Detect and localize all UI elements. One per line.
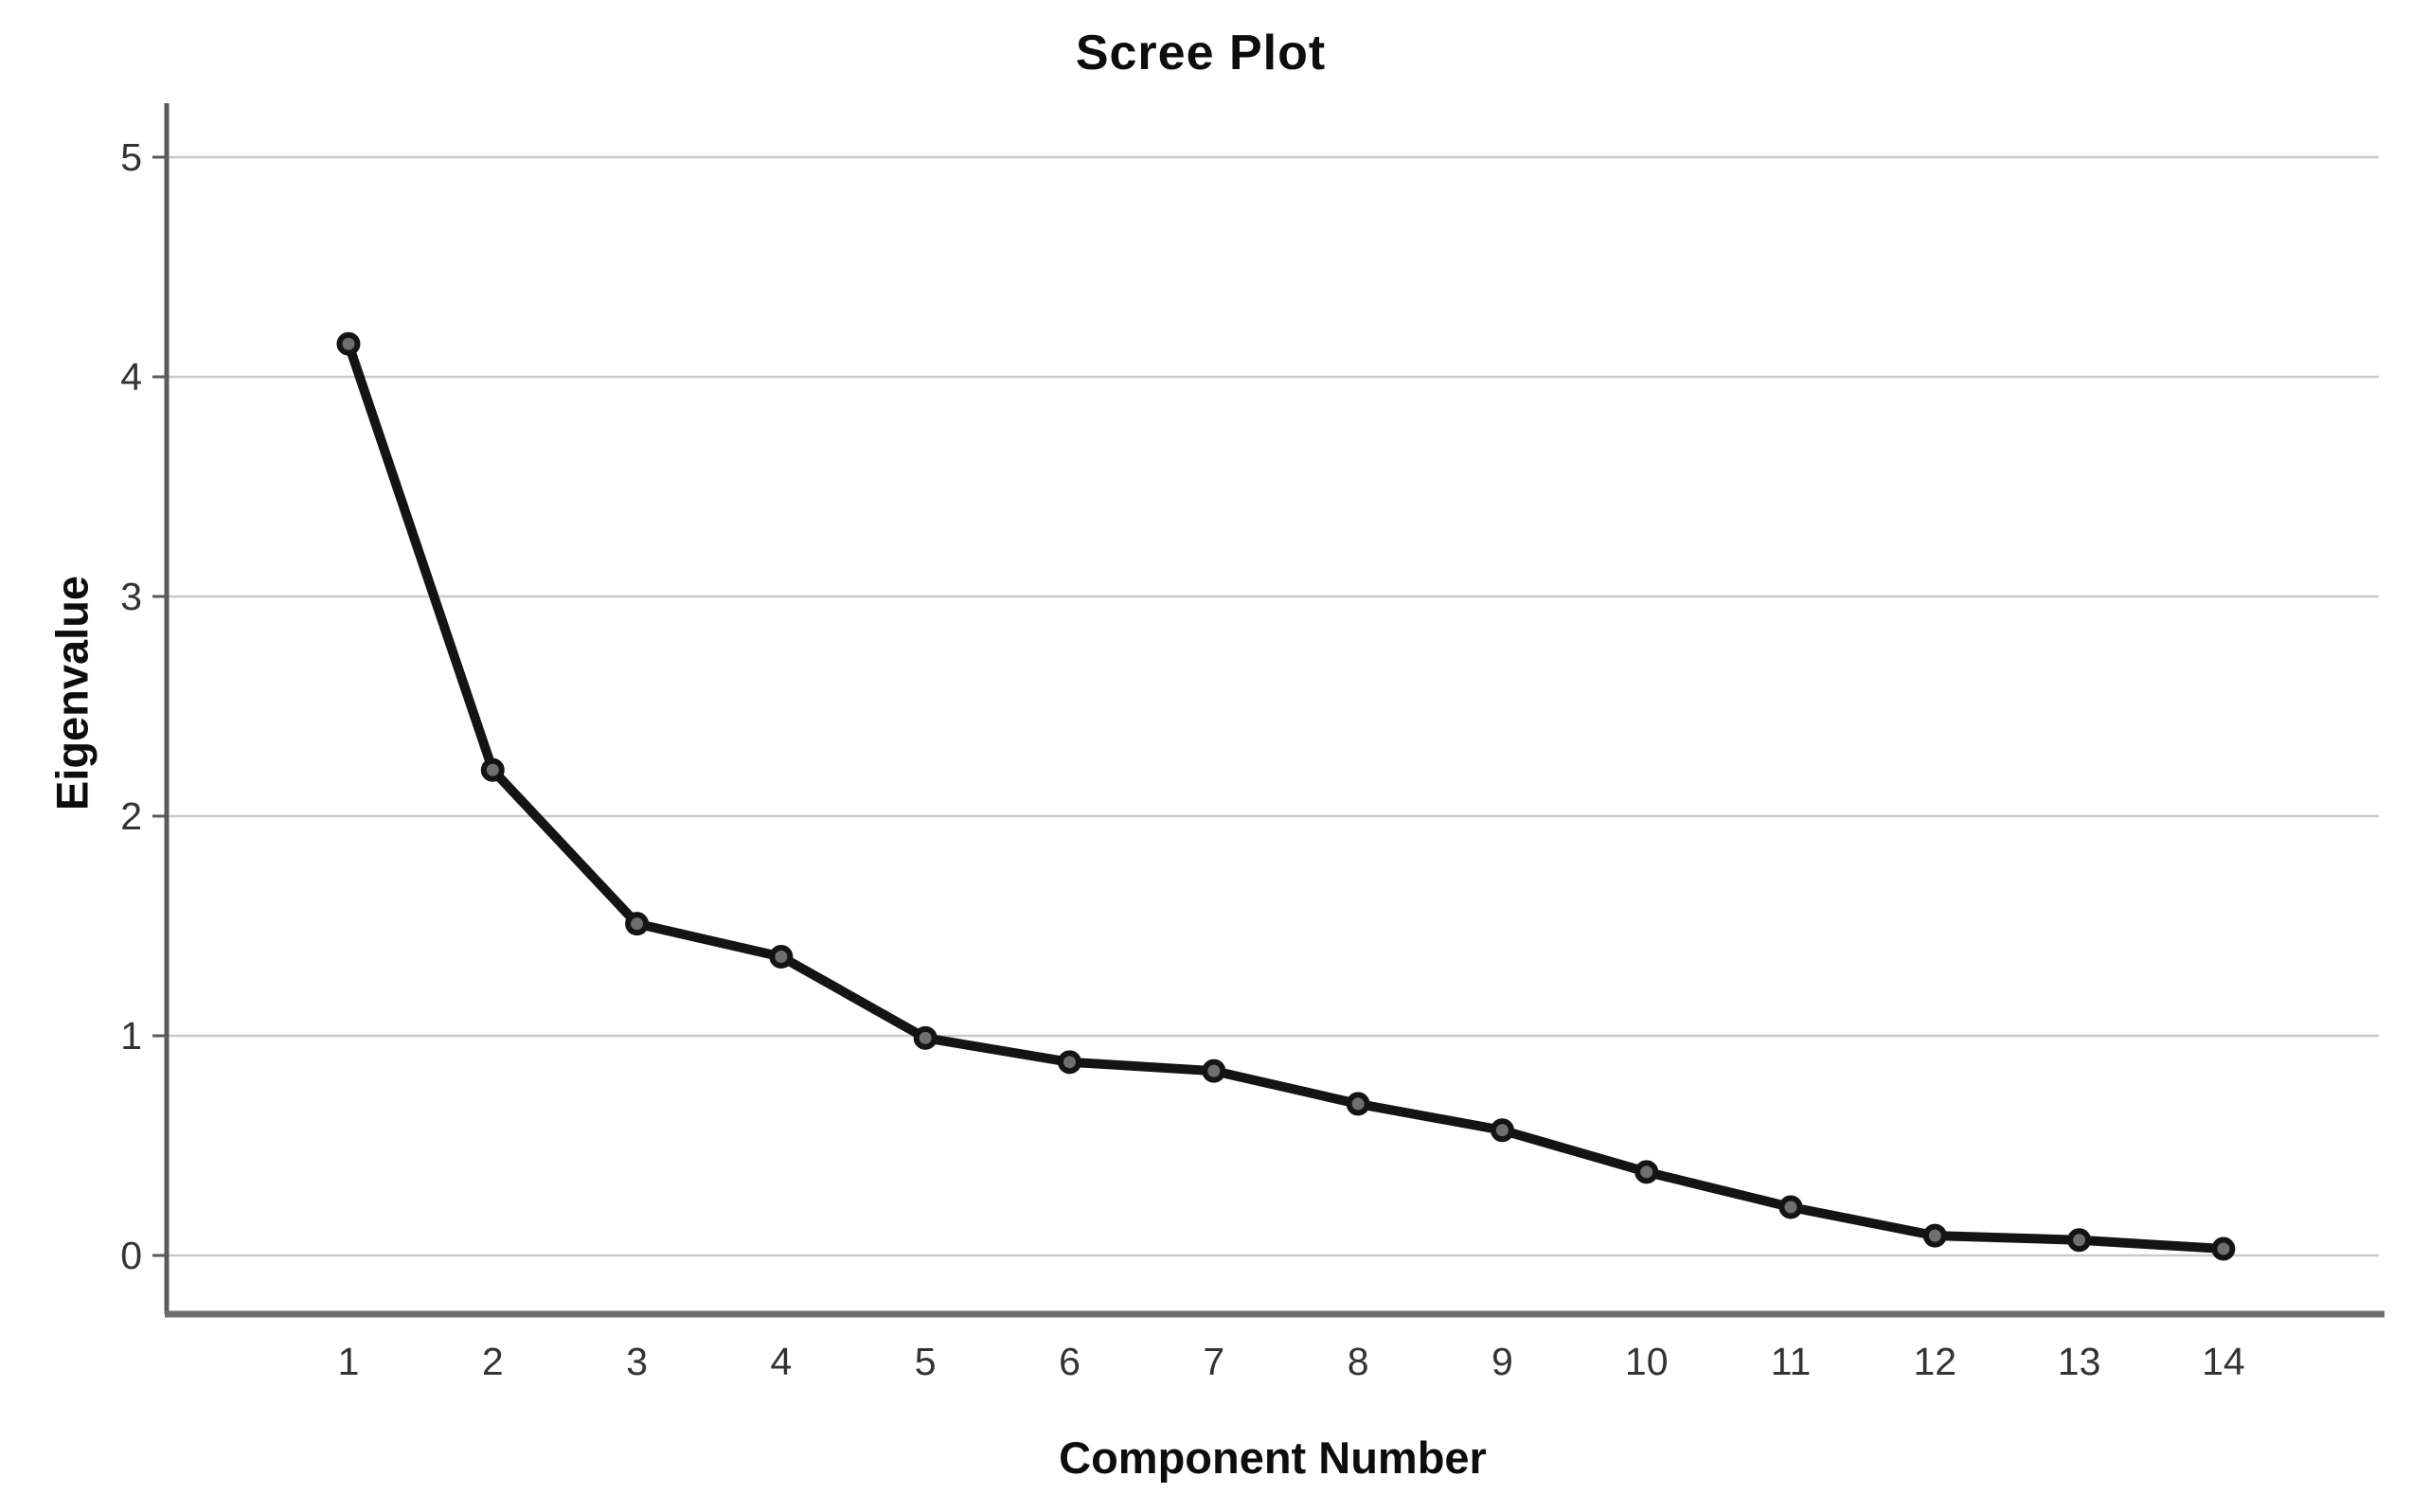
y-tick-label: 4 — [120, 355, 142, 399]
data-point-marker — [2067, 1228, 2092, 1253]
data-point-marker — [1202, 1058, 1226, 1083]
x-tick-label: 5 — [915, 1340, 937, 1383]
x-tick-label: 1 — [338, 1340, 360, 1383]
x-tick-label: 9 — [1491, 1340, 1513, 1383]
x-tick-label: 6 — [1059, 1340, 1081, 1383]
x-tick-label: 2 — [482, 1340, 504, 1383]
x-tick-label: 10 — [1625, 1340, 1669, 1383]
x-tick-label: 14 — [2202, 1340, 2245, 1383]
x-tick-label: 8 — [1348, 1340, 1369, 1383]
data-point-marker — [1922, 1223, 1947, 1248]
x-axis-title: Component Number — [1059, 1432, 1487, 1483]
data-point-marker — [1778, 1195, 1803, 1219]
data-point-marker — [625, 912, 650, 936]
data-point-marker — [336, 331, 361, 356]
data-point-marker — [1634, 1160, 1659, 1184]
data-point-marker — [769, 944, 794, 969]
y-tick-label: 1 — [120, 1014, 142, 1058]
data-point-marker — [1058, 1050, 1081, 1075]
x-tick-label: 11 — [1771, 1340, 1812, 1383]
data-point-marker — [1346, 1092, 1370, 1116]
data-point-marker — [480, 757, 505, 782]
data-point-marker — [1490, 1118, 1514, 1143]
y-tick-label: 0 — [120, 1234, 142, 1277]
x-tick-label: 7 — [1203, 1340, 1224, 1383]
x-tick-label: 13 — [2058, 1340, 2101, 1383]
x-tick-label: 12 — [1913, 1340, 1956, 1383]
x-tick-label: 3 — [626, 1340, 648, 1383]
data-point-marker — [2211, 1236, 2236, 1261]
x-tick-label: 4 — [770, 1340, 792, 1383]
eigenvalue-line — [344, 339, 2228, 1254]
data-point-marker — [913, 1025, 938, 1050]
y-tick-label: 2 — [120, 794, 142, 838]
y-tick-label: 5 — [120, 135, 142, 179]
y-tick-label: 3 — [120, 575, 142, 618]
chart-title: Scree Plot — [1075, 26, 1327, 80]
